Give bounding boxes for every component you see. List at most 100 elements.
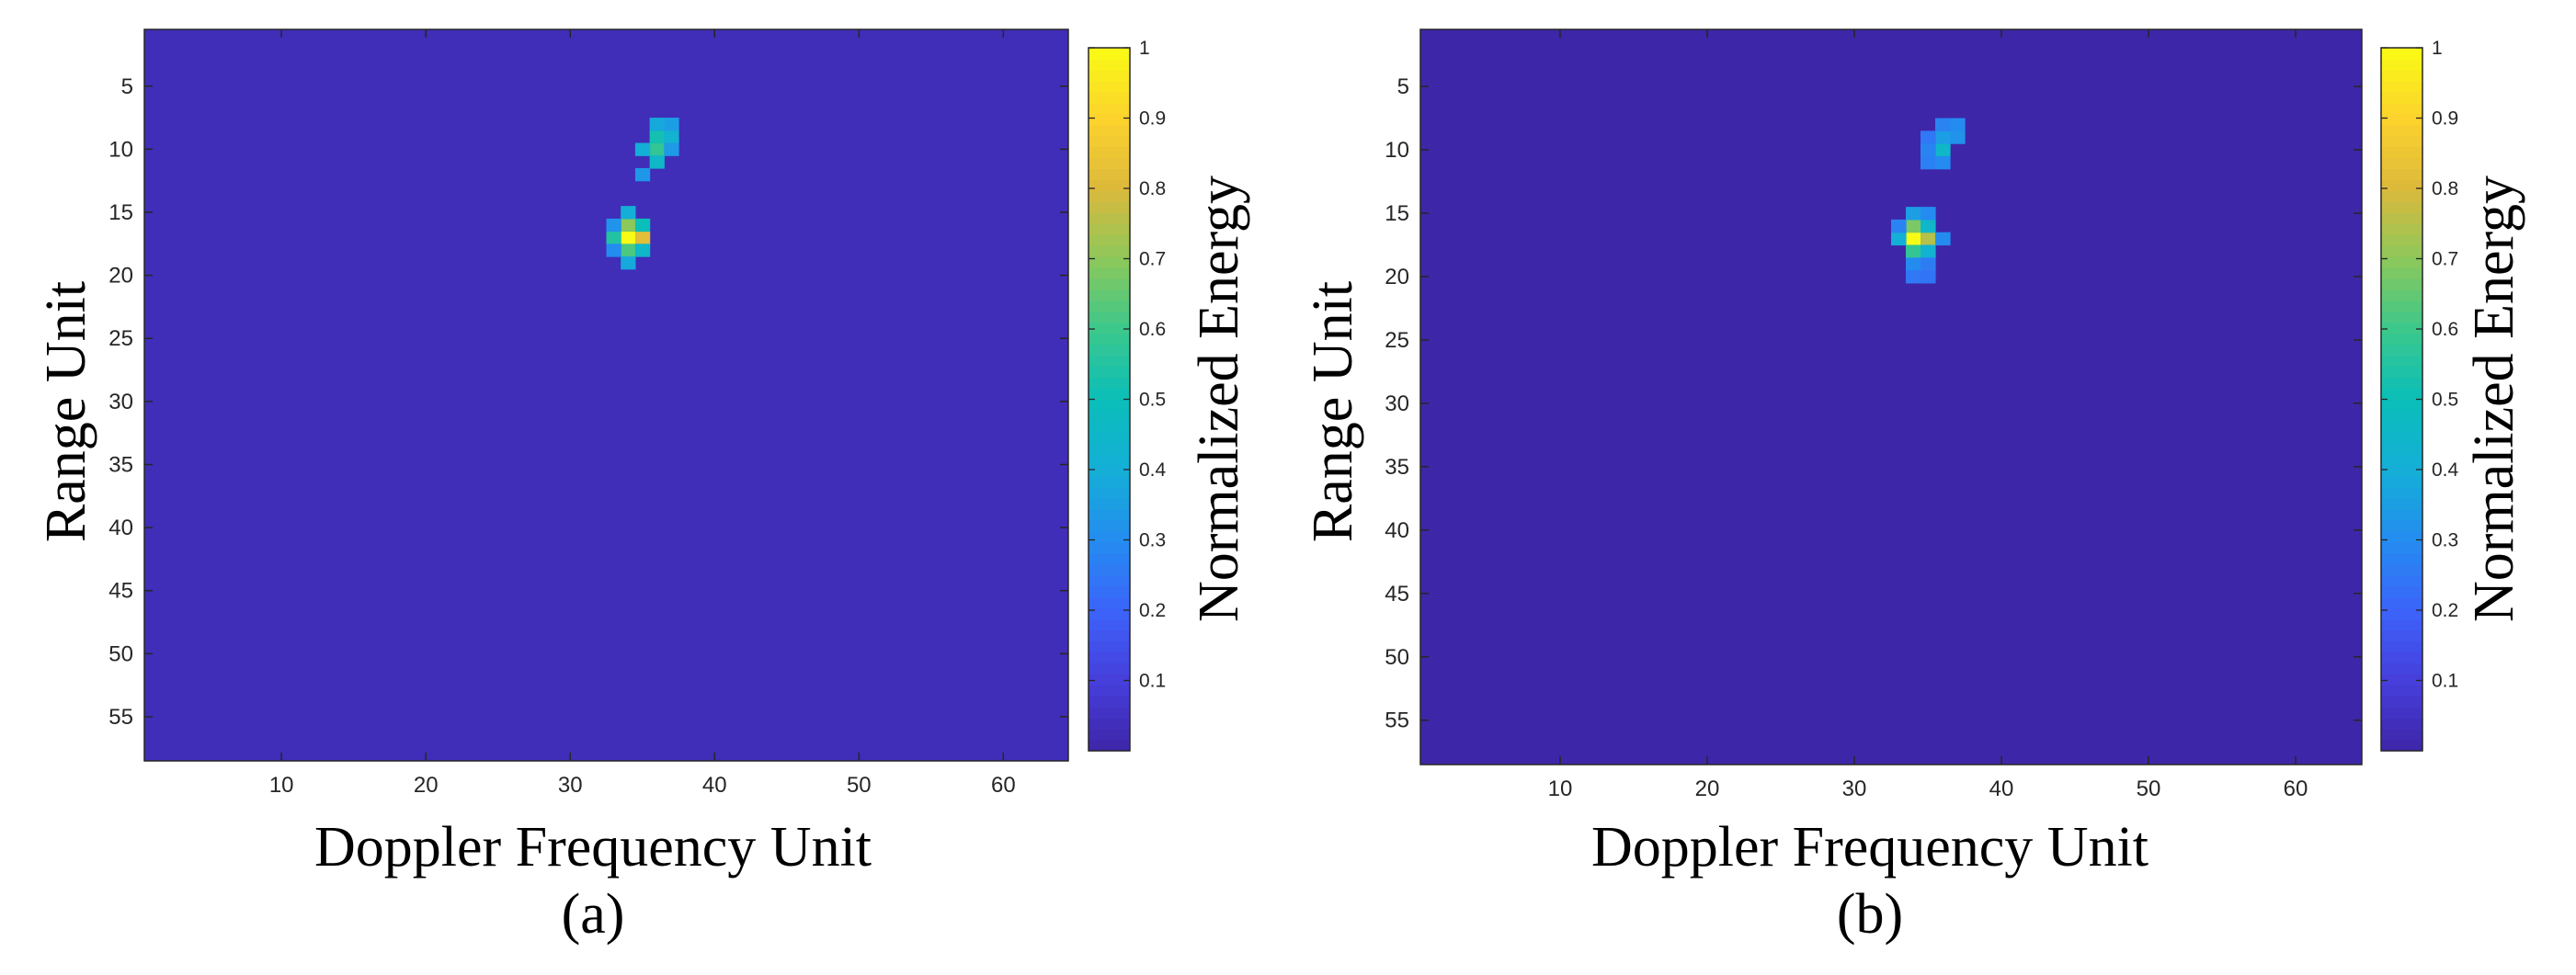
colorbar-segment <box>2381 91 2422 104</box>
colorbar-segment <box>1089 355 1130 368</box>
colorbar-segment <box>2381 399 2422 412</box>
colorbar-segment <box>2381 498 2422 510</box>
x-tick-label: 20 <box>414 773 439 798</box>
colorbar-tick-label: 1 <box>1139 38 1150 59</box>
y-tick-label: 5 <box>1397 74 1409 99</box>
heatmap-background <box>144 29 1068 761</box>
colorbar-segment <box>2381 618 2422 631</box>
colorbar-segment <box>1089 541 1130 554</box>
colorbar-tick-label: 0.5 <box>1139 390 1166 411</box>
axes-frame <box>143 28 1069 762</box>
colorbar-segment <box>2381 718 2422 730</box>
colorbar-segment <box>1089 322 1130 334</box>
colorbar-segment <box>2381 113 2422 126</box>
panel-b-xlabel: Doppler Frequency Unit <box>1591 816 2149 879</box>
colorbar-segment <box>2381 707 2422 719</box>
heatmap-cell <box>1921 130 1936 144</box>
x-tick-label: 10 <box>1548 777 1573 801</box>
heatmap-cell <box>1935 155 1951 170</box>
colorbar-segment <box>1089 498 1130 510</box>
colorbar-segment <box>1089 718 1130 730</box>
colorbar-segment <box>2381 585 2422 598</box>
colorbar-tick-label: 0.7 <box>2432 249 2458 270</box>
colorbar-segment <box>2381 652 2422 663</box>
heatmap-cell <box>664 130 679 144</box>
panel-a-ylabel: Range Unit <box>35 281 97 542</box>
colorbar-tick-label: 0.2 <box>1139 600 1166 621</box>
heatmap-cell <box>634 244 651 257</box>
colorbar-segment <box>2381 454 2422 466</box>
colorbar-segment <box>1089 223 1130 235</box>
heatmap-cell <box>1906 244 1921 258</box>
colorbar-tick-label: 0.3 <box>1139 530 1166 551</box>
colorbar-segment <box>1089 201 1130 213</box>
colorbar-segment <box>1089 563 1130 576</box>
y-tick-label: 25 <box>1385 328 1409 353</box>
colorbar-segment <box>1089 729 1130 741</box>
colorbar-segment <box>2381 102 2422 115</box>
heatmap-cell <box>621 256 636 270</box>
colorbar-segment <box>2381 509 2422 521</box>
colorbar-segment <box>2381 563 2422 576</box>
heatmap-cell <box>606 231 621 244</box>
heatmap-cell <box>634 167 651 182</box>
colorbar-segment <box>1089 146 1130 159</box>
y-tick-label: 20 <box>108 264 133 289</box>
panel-a-colorbar-label: Normalized Energy <box>1188 176 1250 622</box>
colorbar-segment <box>2381 685 2422 697</box>
colorbar-segment <box>2381 212 2422 224</box>
heatmap-cell <box>621 206 636 220</box>
heatmap-cell <box>1906 257 1921 271</box>
y-tick-label: 40 <box>1385 518 1409 543</box>
colorbar-segment <box>2381 696 2422 708</box>
panel-a-caption: (a) <box>562 883 625 946</box>
heatmap-cell <box>1921 155 1936 170</box>
colorbar-segment <box>1089 552 1130 565</box>
heatmap-cell <box>1891 232 1907 246</box>
heatmap-cell <box>606 244 621 257</box>
y-tick-label: 30 <box>108 390 133 414</box>
y-tick-label: 20 <box>1385 265 1409 289</box>
y-tick-label: 35 <box>1385 455 1409 480</box>
colorbar-segment <box>1089 487 1130 499</box>
colorbar-segment <box>2381 629 2422 642</box>
colorbar-segment <box>2381 267 2422 279</box>
axes-frame <box>1419 28 2363 765</box>
colorbar-segment <box>1089 443 1130 455</box>
y-tick-label: 40 <box>108 516 133 540</box>
heatmap-cell <box>621 231 636 244</box>
colorbar-segment <box>2381 190 2422 202</box>
heatmap-cell <box>1921 257 1936 271</box>
panel-b-colorbar-label: Normalized Energy <box>2463 176 2525 622</box>
colorbar-segment <box>2381 278 2422 290</box>
colorbar-segment <box>1089 685 1130 697</box>
colorbar-segment <box>1089 454 1130 466</box>
colorbar-segment <box>1089 696 1130 708</box>
colorbar-segment <box>1089 91 1130 104</box>
colorbar-segment <box>2381 519 2422 532</box>
colorbar-tick-label: 0.8 <box>1139 178 1166 199</box>
x-tick-label: 30 <box>1842 777 1867 801</box>
colorbar-segment <box>1089 663 1130 675</box>
colorbar-segment <box>1089 366 1130 379</box>
colorbar-segment <box>1089 399 1130 412</box>
heatmap-background <box>1420 29 2362 765</box>
colorbar-tick-label: 0.8 <box>2432 178 2458 199</box>
y-tick-label: 55 <box>108 705 133 730</box>
colorbar-segment <box>2381 69 2422 82</box>
colorbar-tick-label: 0.7 <box>1139 249 1166 270</box>
x-tick-label: 60 <box>991 773 1016 798</box>
colorbar-segment <box>2381 377 2422 390</box>
x-tick-label: 40 <box>1989 777 2014 801</box>
colorbar-segment <box>1089 674 1130 686</box>
colorbar-segment <box>2381 388 2422 401</box>
colorbar-tick-label: 0.6 <box>2432 319 2458 340</box>
colorbar-tick-label: 0.6 <box>1139 319 1166 340</box>
colorbar-segment <box>1089 519 1130 532</box>
colorbar-segment <box>2381 663 2422 675</box>
heatmap-cell <box>1921 219 1936 233</box>
heatmap-cell <box>649 142 665 156</box>
colorbar-segment <box>1089 707 1130 719</box>
heatmap-cell <box>1921 143 1936 157</box>
heatmap-cell <box>621 218 636 232</box>
